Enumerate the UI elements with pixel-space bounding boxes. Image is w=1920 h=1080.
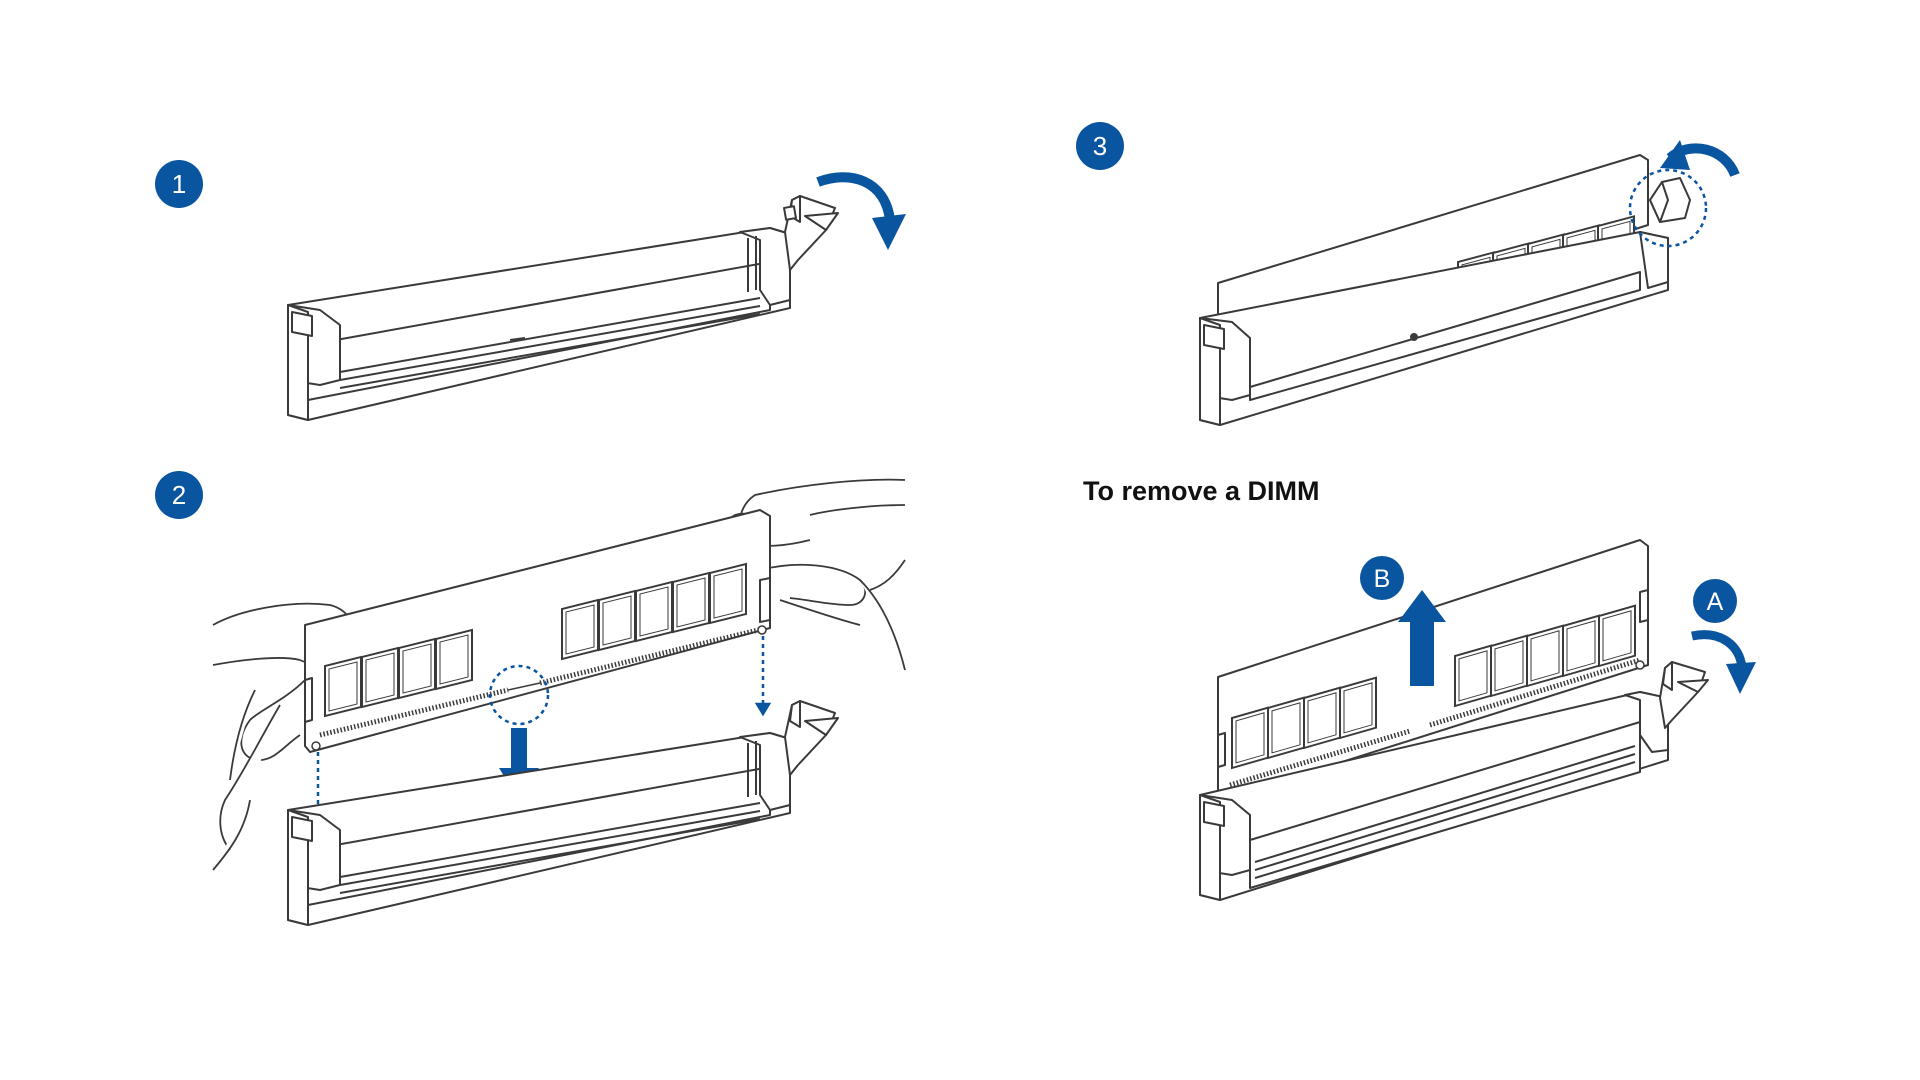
label-a-text: A: [1707, 588, 1724, 616]
dimm-slot-target: [287, 700, 839, 926]
dimm-slot-locked: [1199, 177, 1691, 426]
step-1-badge: 1: [155, 160, 203, 208]
up-arrow-icon: [1398, 590, 1446, 686]
remove-dimm-heading: To remove a DIMM: [1083, 476, 1320, 506]
step-1-number: 1: [172, 169, 186, 199]
step-3-panel: 3: [1076, 122, 1740, 426]
rotate-arrow-icon: [1691, 630, 1756, 694]
step-2-number: 2: [172, 480, 186, 510]
focus-circle-icon: [1628, 168, 1708, 248]
dimm-slot-release: [1199, 661, 1709, 901]
step-1-panel: 1: [155, 160, 906, 421]
label-b-text: B: [1374, 565, 1391, 593]
step-3-number: 3: [1093, 131, 1107, 161]
step-3-badge: 3: [1076, 122, 1124, 170]
remove-dimm-panel: B A: [1199, 539, 1756, 901]
step-2-badge: 2: [155, 471, 203, 519]
left-hand: [212, 602, 358, 871]
label-a-badge: A: [1693, 579, 1737, 623]
rotate-arrow-icon: [1660, 140, 1740, 178]
label-b-badge: B: [1360, 556, 1404, 600]
dimm-slot-open: [287, 195, 839, 421]
rotate-arrow-icon: [816, 172, 906, 250]
step-2-panel: 2: [155, 471, 906, 926]
